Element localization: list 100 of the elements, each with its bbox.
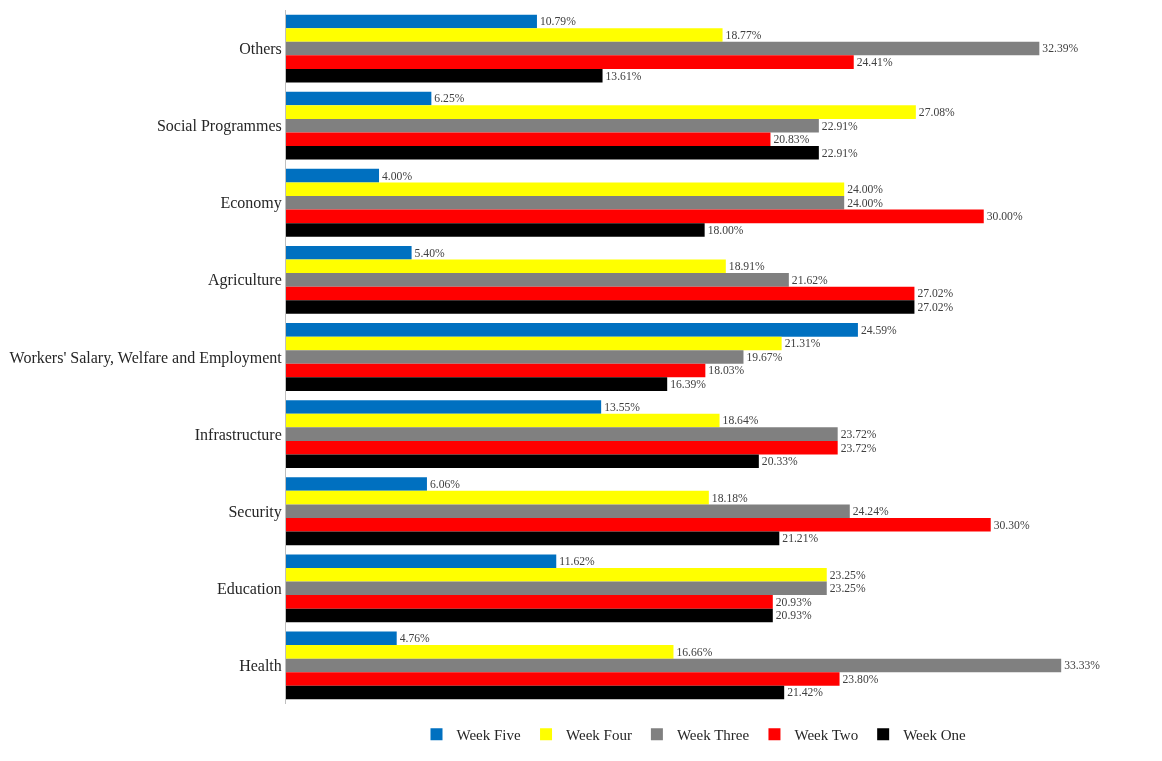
y-tick-label: Agriculture — [208, 271, 282, 290]
bar — [286, 223, 705, 237]
bar — [286, 14, 537, 29]
data-label: 18.64% — [722, 414, 759, 428]
y-tick-label: Infrastructure — [194, 425, 282, 443]
bar — [286, 595, 773, 609]
data-label: 18.91% — [728, 260, 765, 274]
data-label: 23.72% — [840, 441, 877, 455]
data-label: 24.00% — [847, 183, 884, 197]
bar — [286, 105, 916, 119]
data-label: 20.93% — [775, 595, 812, 609]
bar — [286, 132, 771, 147]
data-label: 20.83% — [773, 133, 810, 147]
bar — [286, 645, 674, 659]
data-label: 23.25% — [829, 582, 866, 596]
bar — [286, 41, 1040, 56]
bar — [286, 195, 845, 210]
data-label: 22.91% — [821, 146, 859, 160]
bar — [286, 91, 432, 106]
bar — [286, 554, 557, 568]
data-label: 4.00% — [382, 169, 413, 183]
bar — [286, 273, 789, 287]
bar — [286, 286, 915, 301]
bar — [286, 567, 827, 582]
y-tick-label: Social Programmes — [156, 117, 282, 136]
data-label: 6.25% — [434, 92, 465, 106]
data-label: 21.42% — [787, 686, 824, 700]
bar — [286, 245, 412, 260]
data-label: 18.18% — [711, 491, 749, 505]
bar — [286, 118, 819, 133]
y-tick-label: Education — [216, 579, 282, 597]
data-label: 21.21% — [782, 532, 819, 546]
data-label: 10.79% — [539, 15, 577, 29]
bar — [286, 28, 723, 42]
data-label: 27.02% — [917, 300, 954, 314]
data-label: 30.30% — [993, 518, 1030, 532]
data-label: 24.24% — [852, 505, 889, 519]
data-label: 4.76% — [399, 632, 431, 646]
bar — [286, 350, 744, 364]
data-label: 16.39% — [670, 378, 707, 392]
data-label: 20.93% — [775, 609, 812, 623]
data-label: 5.40% — [414, 246, 445, 260]
data-label: 27.02% — [917, 287, 954, 301]
data-label: 18.77% — [725, 28, 762, 42]
data-label: 27.08% — [918, 105, 956, 119]
bar — [286, 631, 397, 646]
data-label: 18.03% — [708, 364, 745, 378]
bar — [286, 336, 782, 351]
data-label: 22.91% — [821, 119, 859, 133]
y-tick-label: Workers' Salary, Welfare and Employment — [9, 348, 283, 367]
bar — [286, 259, 726, 274]
bar — [286, 581, 827, 596]
bar — [286, 413, 720, 428]
legend-label: Week Five — [456, 726, 522, 743]
bar — [286, 608, 773, 623]
bar — [286, 168, 380, 183]
y-tick-label: Security — [228, 502, 282, 521]
data-label: 11.62% — [559, 555, 596, 569]
bar — [286, 531, 780, 546]
bar — [286, 209, 984, 224]
data-label: 20.33% — [761, 455, 799, 469]
data-label: 18.00% — [707, 223, 744, 237]
data-label: 23.72% — [840, 427, 877, 441]
data-label: 30.00% — [986, 210, 1023, 224]
legend-label: Week One — [903, 726, 967, 743]
bar — [286, 658, 1062, 673]
y-tick-label: Health — [239, 657, 282, 675]
bar — [286, 323, 858, 337]
bar — [286, 68, 603, 83]
data-label: 13.55% — [604, 400, 641, 414]
data-label: 6.06% — [429, 477, 461, 491]
bar — [286, 490, 709, 505]
data-label: 13.61% — [605, 69, 642, 83]
bar — [286, 182, 845, 196]
bar — [286, 363, 706, 378]
data-label: 21.31% — [784, 337, 821, 351]
bar — [286, 440, 838, 455]
data-label: 23.25% — [829, 568, 866, 582]
y-tick-label: Others — [239, 40, 282, 58]
bar — [286, 477, 427, 491]
bar — [286, 55, 854, 69]
legend-label: Week Two — [794, 726, 859, 743]
bar — [286, 685, 785, 700]
data-label: 16.66% — [676, 645, 713, 659]
bar — [286, 146, 819, 160]
data-label: 24.59% — [860, 323, 898, 337]
data-label: 33.33% — [1064, 659, 1101, 673]
bar — [286, 454, 759, 469]
bar — [286, 518, 991, 532]
bar — [286, 400, 602, 414]
data-label: 21.62% — [791, 273, 829, 287]
data-label: 19.67% — [746, 350, 783, 364]
data-label: 32.39% — [1042, 42, 1079, 56]
bar — [286, 377, 668, 391]
bar — [286, 427, 838, 441]
bar — [286, 672, 840, 686]
data-label: 23.80% — [842, 672, 879, 686]
bar — [286, 504, 850, 519]
y-tick-label: Economy — [220, 194, 282, 213]
legend-label: Week Four — [566, 726, 632, 743]
